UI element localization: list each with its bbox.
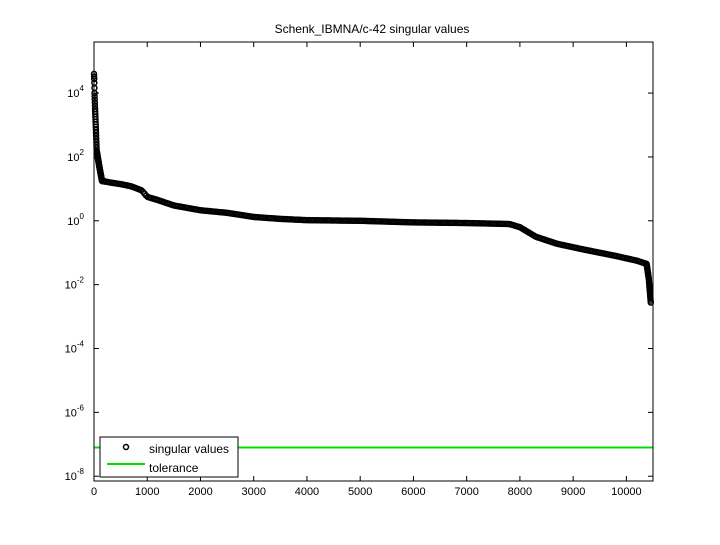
y-tick-label: 10-4 — [65, 340, 85, 356]
y-tick-label: 10-2 — [65, 276, 85, 292]
singular-value-point — [91, 102, 99, 110]
legend-box — [99, 436, 239, 478]
singular-value-point — [91, 99, 99, 106]
x-tick-label: 5000 — [348, 486, 372, 498]
y-tick-label: 104 — [67, 84, 84, 100]
x-tick-label: 3000 — [241, 486, 265, 498]
y-tick-label: 10-6 — [65, 403, 85, 419]
legend-label-tolerance: tolerance — [149, 461, 199, 475]
x-tick-label: 7000 — [454, 486, 478, 498]
legend-marker-circle-icon — [122, 443, 130, 451]
legend-label-singular-values: singular values — [149, 442, 229, 456]
x-tick-label: 8000 — [508, 486, 532, 498]
x-tick-label: 0 — [91, 486, 97, 498]
x-tick-label: 9000 — [561, 486, 585, 498]
x-tick-label: 1000 — [135, 486, 159, 498]
y-tick-label: 100 — [67, 212, 84, 228]
singular-value-point — [91, 96, 98, 103]
x-tick-label: 10000 — [611, 486, 642, 498]
singular-value-point — [92, 123, 100, 131]
x-tick-label: 6000 — [401, 486, 425, 498]
plot-area-frame — [93, 41, 654, 482]
singular-value-point — [92, 126, 100, 133]
x-tick-label: 2000 — [188, 486, 212, 498]
x-tick-label: 4000 — [295, 486, 319, 498]
y-tick-label: 10-8 — [65, 467, 85, 483]
chart-title: Schenk_IBMNA/c-42 singular values — [275, 22, 470, 36]
legend: singular values tolerance — [99, 436, 239, 478]
y-tick-label: 102 — [67, 148, 84, 164]
singular-value-point — [91, 93, 98, 100]
